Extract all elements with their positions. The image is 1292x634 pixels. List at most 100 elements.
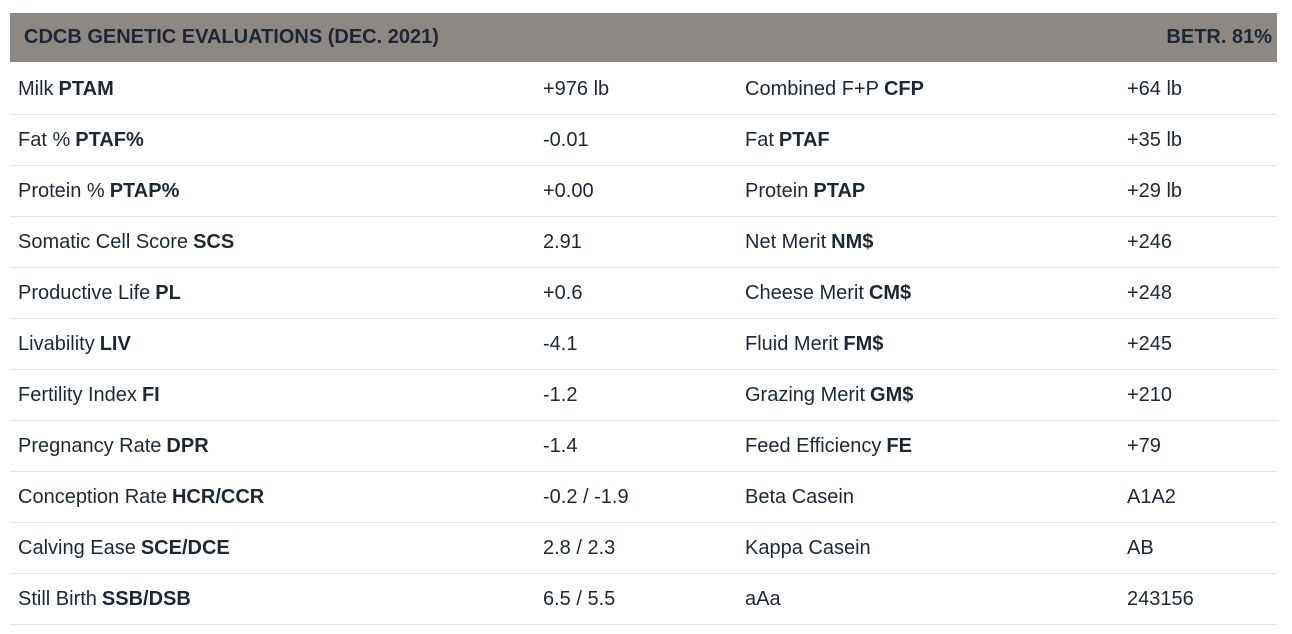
metric-right-label: Grazing Merit bbox=[745, 383, 866, 406]
metric-left: Milk PTAM bbox=[10, 78, 543, 101]
table-title: CDCB GENETIC EVALUATIONS (DEC. 2021) bbox=[24, 26, 439, 48]
table-row: Protein % PTAP% +0.00 Protein PTAP +29 lb bbox=[10, 166, 1277, 217]
metric-right-label: Protein bbox=[745, 179, 809, 202]
metric-right-label: Beta Casein bbox=[745, 485, 854, 508]
metric-right-abbr: CFP bbox=[883, 77, 924, 100]
metric-left-value: -0.2 / -1.9 bbox=[543, 485, 629, 508]
metric-left-abbr: PTAP% bbox=[109, 179, 180, 202]
metric-left-label: Still Birth bbox=[18, 587, 97, 610]
metric-right-value: A1A2 bbox=[1127, 485, 1176, 508]
metric-right-abbr: GM$ bbox=[870, 383, 914, 406]
metric-left-value: +0.00 bbox=[543, 179, 594, 202]
table-body: Milk PTAM +976 lb Combined F+P CFP +64 lb … bbox=[10, 62, 1277, 625]
metric-left-abbr: LIV bbox=[99, 332, 131, 355]
metric-left-label: Livability bbox=[18, 332, 95, 355]
metric-right: Fluid Merit FM$ bbox=[745, 333, 1127, 356]
metric-left: Somatic Cell Score SCS bbox=[10, 231, 543, 254]
metric-left-abbr: FI bbox=[141, 383, 160, 406]
metric-right-value: +210 bbox=[1127, 383, 1173, 406]
metric-left: Livability LIV bbox=[10, 333, 543, 356]
table-row: Milk PTAM +976 lb Combined F+P CFP +64 lb bbox=[10, 64, 1277, 115]
metric-right-abbr: NM$ bbox=[831, 230, 874, 253]
metric-right-value: +29 lb bbox=[1127, 179, 1183, 202]
metric-left-abbr: DPR bbox=[166, 434, 209, 457]
table-header-bar: CDCB GENETIC EVALUATIONS (DEC. 2021) BET… bbox=[10, 13, 1277, 62]
table-row: Somatic Cell Score SCS 2.91 Net Merit NM$ … bbox=[10, 217, 1277, 268]
metric-left-abbr: PTAF% bbox=[75, 128, 144, 151]
metric-left-abbr: PL bbox=[155, 281, 181, 304]
table-row: Conception Rate HCR/CCR -0.2 / -1.9 Beta … bbox=[10, 472, 1277, 523]
metric-left-label: Conception Rate bbox=[18, 485, 167, 508]
metric-left-value: +976 lb bbox=[543, 77, 610, 100]
table-row: Fertility Index FI -1.2 Grazing Merit GM$ … bbox=[10, 370, 1277, 421]
metric-left: Pregnancy Rate DPR bbox=[10, 435, 543, 458]
metric-right: aAa bbox=[745, 588, 1127, 611]
table-row: Fat % PTAF% -0.01 Fat PTAF +35 lb bbox=[10, 115, 1277, 166]
metric-left-label: Somatic Cell Score bbox=[18, 230, 189, 253]
metric-left-abbr: HCR/CCR bbox=[171, 485, 265, 508]
metric-left-label: Calving Ease bbox=[18, 536, 136, 559]
metric-right-value: +245 bbox=[1127, 332, 1173, 355]
metric-right-abbr: FE bbox=[886, 434, 912, 457]
metric-right-label: Net Merit bbox=[745, 230, 827, 253]
metric-left: Protein % PTAP% bbox=[10, 180, 543, 203]
metric-right: Combined F+P CFP bbox=[745, 78, 1127, 101]
metric-left-value: 2.8 / 2.3 bbox=[543, 536, 616, 559]
metric-right: Cheese Merit CM$ bbox=[745, 282, 1127, 305]
metric-left-value: -4.1 bbox=[543, 332, 578, 355]
metric-right: Net Merit NM$ bbox=[745, 231, 1127, 254]
metric-right-abbr: CM$ bbox=[868, 281, 912, 304]
metric-right-value: +64 lb bbox=[1127, 77, 1183, 100]
table-row: Calving Ease SCE/DCE 2.8 / 2.3 Kappa Case… bbox=[10, 523, 1277, 574]
metric-right-label: Fat bbox=[745, 128, 774, 151]
metric-left-value: 2.91 bbox=[543, 230, 582, 253]
metric-left-abbr: PTAM bbox=[58, 77, 114, 100]
metric-right: Kappa Casein bbox=[745, 537, 1127, 560]
metric-right-abbr: PTAP bbox=[813, 179, 866, 202]
metric-left: Productive Life PL bbox=[10, 282, 543, 305]
metric-right-value: +246 bbox=[1127, 230, 1173, 253]
metric-right-label: Fluid Merit bbox=[745, 332, 839, 355]
metric-right: Fat PTAF bbox=[745, 129, 1127, 152]
metric-left-label: Pregnancy Rate bbox=[18, 434, 162, 457]
metric-right: Grazing Merit GM$ bbox=[745, 384, 1127, 407]
metric-left-value: +0.6 bbox=[543, 281, 583, 304]
metric-right-value: +79 bbox=[1127, 434, 1161, 457]
metric-right-label: Kappa Casein bbox=[745, 536, 871, 559]
metric-left: Conception Rate HCR/CCR bbox=[10, 486, 543, 509]
metric-right-value: +35 lb bbox=[1127, 128, 1183, 151]
metric-left-label: Fat % bbox=[18, 128, 71, 151]
metric-left: Fertility Index FI bbox=[10, 384, 543, 407]
metric-left-value: 6.5 / 5.5 bbox=[543, 587, 616, 610]
metric-left: Calving Ease SCE/DCE bbox=[10, 537, 543, 560]
metric-right: Beta Casein bbox=[745, 486, 1127, 509]
metric-left-abbr: SCS bbox=[193, 230, 235, 253]
table-row: Still Birth SSB/DSB 6.5 / 5.5 aAa 243156 bbox=[10, 574, 1277, 625]
metric-right-abbr: PTAF bbox=[778, 128, 830, 151]
metric-left-value: -0.01 bbox=[543, 128, 589, 151]
metric-right-label: Combined F+P bbox=[745, 77, 879, 100]
metric-left-label: Fertility Index bbox=[18, 383, 137, 406]
metric-right: Protein PTAP bbox=[745, 180, 1127, 203]
metric-right-value: +248 bbox=[1127, 281, 1173, 304]
reliability-badge: BETR. 81% bbox=[1166, 26, 1272, 48]
genetic-evaluations-card: CDCB GENETIC EVALUATIONS (DEC. 2021) BET… bbox=[10, 13, 1277, 625]
metric-left: Fat % PTAF% bbox=[10, 129, 543, 152]
metric-left-label: Milk bbox=[18, 77, 54, 100]
table-row: Livability LIV -4.1 Fluid Merit FM$ +245 bbox=[10, 319, 1277, 370]
metric-left-abbr: SCE/DCE bbox=[140, 536, 230, 559]
metric-left-label: Productive Life bbox=[18, 281, 151, 304]
metric-right-abbr: FM$ bbox=[843, 332, 884, 355]
metric-left: Still Birth SSB/DSB bbox=[10, 588, 543, 611]
table-row: Productive Life PL +0.6 Cheese Merit CM$ +… bbox=[10, 268, 1277, 319]
metric-right-value: 243156 bbox=[1127, 587, 1194, 610]
metric-right-label: Cheese Merit bbox=[745, 281, 864, 304]
metric-right-label: Feed Efficiency bbox=[745, 434, 882, 457]
metric-left-value: -1.2 bbox=[543, 383, 578, 406]
metric-right-label: aAa bbox=[745, 587, 781, 610]
metric-right-value: AB bbox=[1127, 536, 1154, 559]
metric-left-value: -1.4 bbox=[543, 434, 578, 457]
table-row: Pregnancy Rate DPR -1.4 Feed Efficiency FE… bbox=[10, 421, 1277, 472]
metric-left-abbr: SSB/DSB bbox=[101, 587, 191, 610]
metric-right: Feed Efficiency FE bbox=[745, 435, 1127, 458]
